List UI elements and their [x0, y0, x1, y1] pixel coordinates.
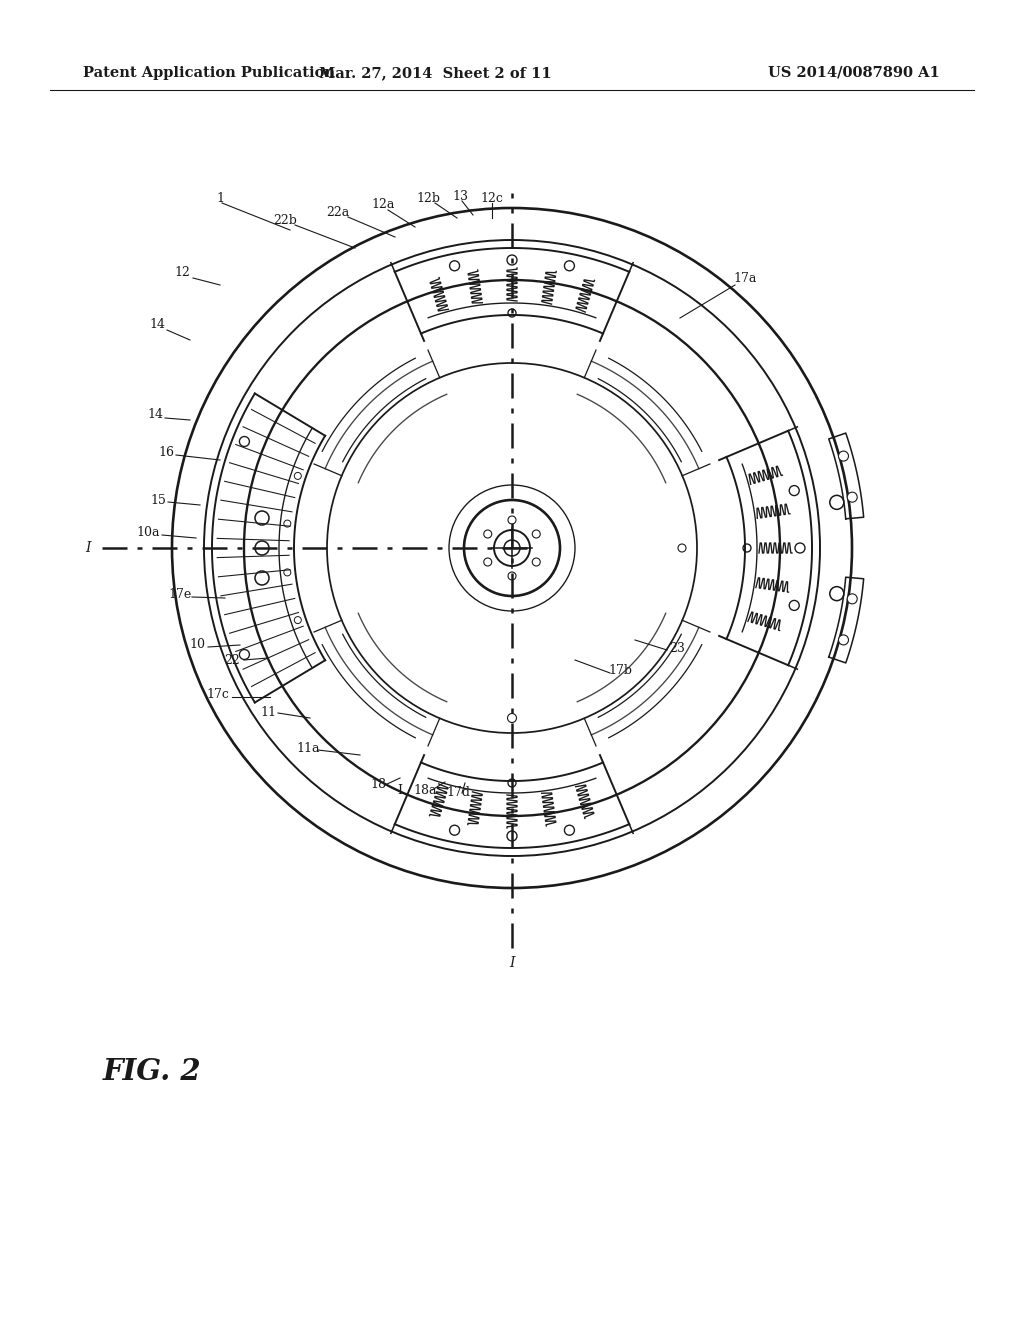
Circle shape — [795, 543, 805, 553]
Circle shape — [678, 544, 686, 552]
Circle shape — [450, 825, 460, 836]
Circle shape — [255, 541, 269, 554]
Circle shape — [839, 451, 849, 461]
Text: 14: 14 — [147, 408, 163, 421]
Circle shape — [284, 569, 291, 576]
Circle shape — [829, 495, 844, 510]
Text: 17b: 17b — [608, 664, 632, 676]
Circle shape — [255, 511, 269, 525]
Text: 13: 13 — [452, 190, 468, 202]
Circle shape — [507, 255, 517, 265]
Circle shape — [483, 531, 492, 539]
Circle shape — [847, 594, 857, 603]
Circle shape — [564, 261, 574, 271]
Text: 16: 16 — [158, 446, 174, 459]
Circle shape — [743, 544, 751, 552]
Text: 14: 14 — [150, 318, 165, 331]
Circle shape — [509, 544, 515, 552]
Text: 11: 11 — [260, 706, 276, 719]
Circle shape — [294, 473, 301, 479]
Text: 12c: 12c — [480, 191, 504, 205]
Text: 1: 1 — [216, 191, 224, 205]
Circle shape — [564, 825, 574, 836]
Text: I: I — [509, 956, 515, 970]
Circle shape — [508, 516, 516, 524]
Circle shape — [532, 531, 541, 539]
Text: 18: 18 — [370, 779, 386, 792]
Text: 23: 23 — [669, 642, 685, 655]
Circle shape — [255, 572, 269, 585]
Text: 22b: 22b — [273, 214, 297, 227]
Circle shape — [508, 714, 516, 722]
Circle shape — [508, 309, 516, 317]
Circle shape — [847, 492, 857, 502]
Circle shape — [829, 586, 844, 601]
Text: 22a: 22a — [327, 206, 349, 219]
Circle shape — [450, 261, 460, 271]
Circle shape — [504, 540, 520, 556]
Circle shape — [508, 779, 516, 787]
Circle shape — [240, 649, 250, 660]
Circle shape — [532, 558, 541, 566]
Text: I: I — [397, 784, 402, 796]
Text: 12b: 12b — [416, 191, 440, 205]
Text: 10: 10 — [189, 639, 205, 652]
Text: FIG. 2: FIG. 2 — [102, 1057, 202, 1086]
Circle shape — [483, 558, 492, 566]
Text: 12a: 12a — [372, 198, 394, 211]
Circle shape — [839, 635, 849, 645]
Text: Mar. 27, 2014  Sheet 2 of 11: Mar. 27, 2014 Sheet 2 of 11 — [318, 66, 551, 81]
Text: 10a: 10a — [136, 527, 160, 540]
Text: 17c: 17c — [207, 689, 229, 701]
Text: 11a: 11a — [296, 742, 319, 755]
Text: 12: 12 — [174, 267, 189, 280]
Circle shape — [507, 832, 517, 841]
Text: Patent Application Publication: Patent Application Publication — [83, 66, 335, 81]
Text: US 2014/0087890 A1: US 2014/0087890 A1 — [768, 66, 940, 81]
Text: 17e: 17e — [168, 589, 191, 602]
Text: 15: 15 — [151, 494, 166, 507]
Circle shape — [790, 601, 799, 610]
Text: I: I — [85, 541, 91, 554]
Circle shape — [284, 520, 291, 527]
Circle shape — [240, 437, 250, 446]
Text: 22: 22 — [224, 653, 240, 667]
Text: 17d: 17d — [446, 787, 470, 800]
Circle shape — [294, 616, 301, 623]
Circle shape — [508, 572, 516, 579]
Text: 18a: 18a — [414, 784, 437, 796]
Text: 17a: 17a — [733, 272, 757, 285]
Circle shape — [790, 486, 799, 495]
